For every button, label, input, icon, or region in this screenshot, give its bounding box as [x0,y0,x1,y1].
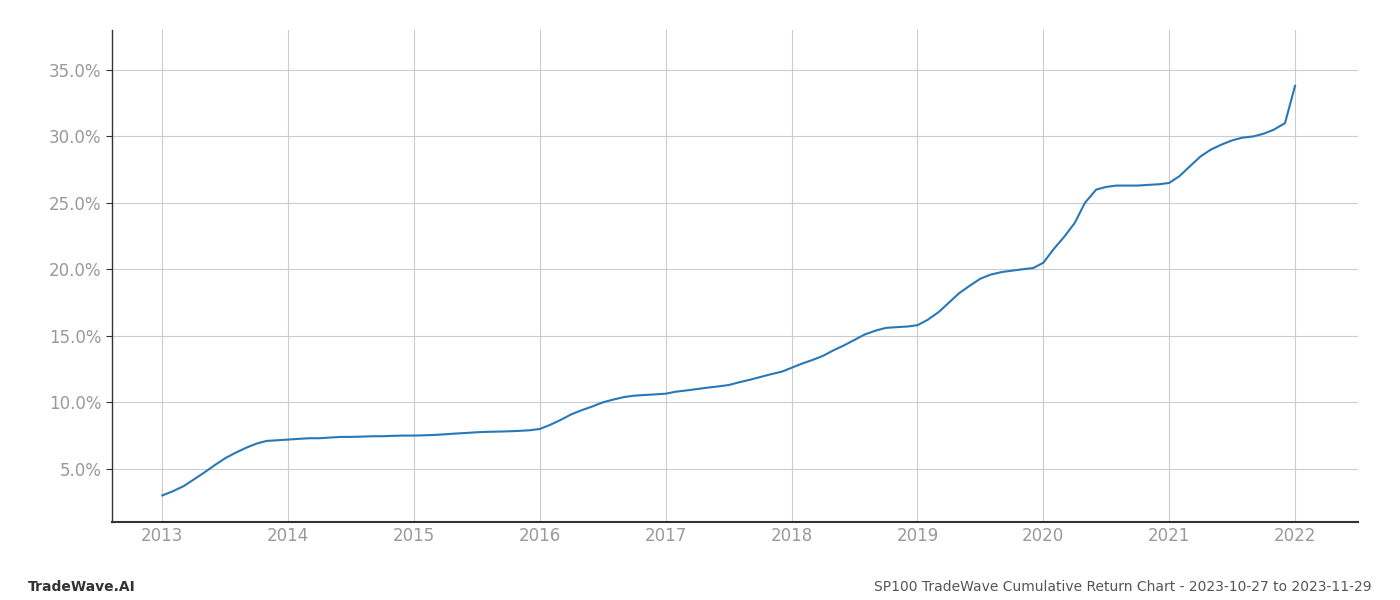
Text: TradeWave.AI: TradeWave.AI [28,580,136,594]
Text: SP100 TradeWave Cumulative Return Chart - 2023-10-27 to 2023-11-29: SP100 TradeWave Cumulative Return Chart … [875,580,1372,594]
